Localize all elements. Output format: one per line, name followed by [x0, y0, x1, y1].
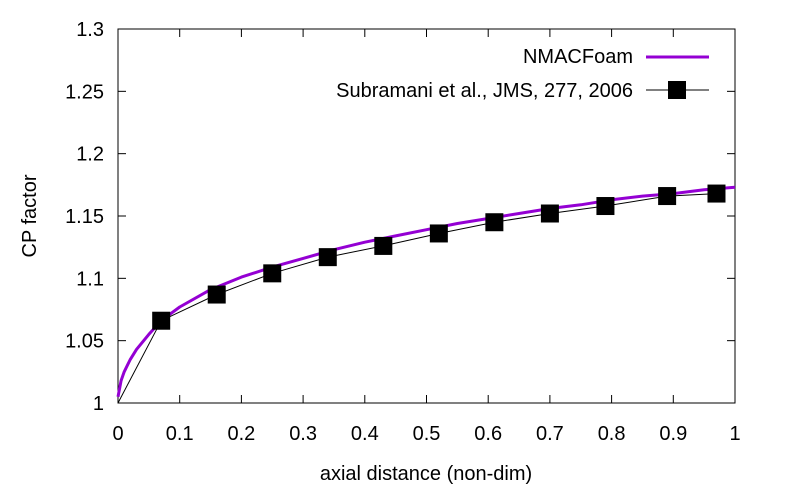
data-point-subramani	[596, 197, 615, 216]
legend: NMACFoam Subramani et al., JMS, 277, 200…	[336, 46, 709, 102]
axis-ticks	[117, 28, 736, 404]
x-tick-label: 0	[112, 423, 123, 445]
x-tick-label: 0.8	[598, 423, 626, 445]
x-tick-label: 0.4	[351, 423, 379, 445]
legend-label-subramani: Subramani et al., JMS, 277, 2006	[336, 80, 633, 102]
x-tick-label: 0.6	[474, 423, 502, 445]
y-tick-label: 1.05	[65, 331, 104, 353]
y-tick-label: 1.15	[65, 206, 104, 228]
x-tick-label: 0.9	[659, 423, 687, 445]
data-point-subramani	[707, 184, 726, 203]
data-point-subramani	[485, 213, 504, 232]
y-tick-label: 1.25	[65, 81, 104, 103]
x-tick-label: 0.5	[413, 423, 441, 445]
y-axis-title: CP factor	[19, 174, 41, 257]
y-tick-label: 1.2	[76, 144, 104, 166]
x-tick-label: 1	[729, 423, 740, 445]
data-point-subramani	[318, 248, 337, 267]
x-tick-label: 0.2	[227, 423, 255, 445]
x-tick-label: 0.1	[166, 423, 194, 445]
x-tick-label: 0.7	[536, 423, 564, 445]
data-point-subramani	[207, 285, 226, 304]
y-tick-label: 1.3	[76, 19, 104, 41]
tick-labels: 0 0.1 0.2 0.3 0.4 0.5 0.6 0.7 0.8 0.9 1 1 1.05 1.1 1.1…	[65, 19, 741, 445]
data-point-subramani	[658, 187, 677, 206]
data-point-subramani	[429, 224, 448, 243]
legend-label-nmacfoam: NMACFoam	[523, 46, 633, 68]
series-subramani-line	[117, 193, 717, 404]
data-point-subramani	[263, 264, 282, 283]
data-point-subramani	[374, 236, 393, 255]
y-tick-label: 1.1	[76, 268, 104, 290]
x-axis-title: axial distance (non-dim)	[320, 463, 532, 485]
x-tick-label: 0.3	[289, 423, 317, 445]
series-layer	[116, 184, 736, 404]
data-point-subramani	[152, 311, 171, 330]
data-point-subramani	[540, 204, 559, 223]
y-tick-label: 1	[93, 393, 104, 415]
legend-swatch-subramani-marker	[668, 81, 686, 99]
